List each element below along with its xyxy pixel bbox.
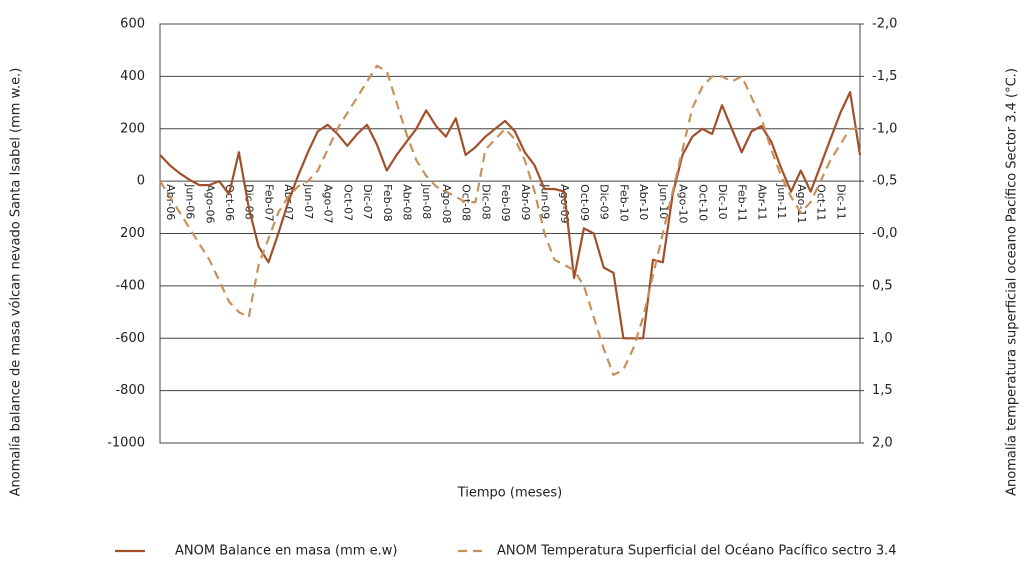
y-tick-label: 0 [137,174,145,189]
y-tick-label: 600 [120,17,145,32]
legend-label: ANOM Temperatura Superficial del Océano … [497,544,897,559]
x-tick-label: Ago-10 [677,184,690,223]
x-tick-label: Abr-06 [164,184,177,220]
x-tick-label: Ago-07 [322,184,335,223]
x-tick-label: Dic-10 [716,184,729,220]
x-tick-label: Dic-11 [834,184,847,220]
y-tick-label: 400 [120,69,145,84]
x-tick-label: Dic-08 [479,184,492,220]
series-line [159,91,862,340]
x-tick-label: Jun-06 [184,183,197,219]
x-tick-label: Oct-11 [815,184,828,221]
y-tick-label: 200 [120,226,145,241]
y2-tick-label: -0,0 [872,226,897,241]
x-tick-label: Oct-09 [578,184,591,221]
x-tick-label: Feb-11 [736,184,749,221]
x-tick-label: Abr-08 [400,184,413,220]
x-tick-label: Abr-11 [755,184,768,220]
x-tick-label: Oct-06 [223,184,236,221]
y-tick-label: -600 [115,331,145,346]
x-tick-label: Feb-10 [617,184,630,221]
x-tick-label: Jun-07 [302,183,315,219]
legend-label: ANOM Balance en masa (mm e.w) [175,544,397,559]
x-tick-label: Jun-09 [539,183,552,219]
y2-tick-label: -2,0 [872,17,897,32]
y2-tick-label: 1,0 [872,331,893,346]
x-tick-label: Feb-07 [262,184,275,221]
y-axis-title: Anomalía balance de masa vólcan nevado S… [9,68,24,497]
y-tick-label: -400 [115,278,145,293]
y-tick-label: -1000 [107,436,145,451]
x-tick-label: Oct-08 [460,184,473,221]
x-tick-label: Oct-10 [696,184,709,221]
y-tick-label: 200 [120,121,145,136]
y2-tick-label: 1,5 [872,383,893,398]
x-tick-label: Abr-09 [519,184,532,220]
series-line [159,64,860,376]
y2-tick-label: -1,0 [872,121,897,136]
x-tick-label: Oct-07 [341,184,354,221]
y2-tick-label: -0,5 [872,174,897,189]
x-tick-label: Feb-08 [381,184,394,221]
x-tick-label: Jun-10 [657,183,670,219]
x-tick-label: Ago-08 [440,184,453,223]
x-tick-label: Feb-09 [499,184,512,221]
y-tick-label: -800 [115,383,145,398]
x-tick-label: Ago-11 [795,184,808,223]
x-tick-label: Dic-09 [598,184,611,220]
y2-tick-label: -1,5 [872,69,897,84]
x-tick-label: Ago-06 [203,184,216,223]
x-tick-label: Dic-07 [361,184,374,220]
x-tick-label: Jun-08 [420,183,433,219]
y2-tick-label: 2,0 [872,436,893,451]
x-tick-label: Jun-11 [775,183,788,219]
x-axis-title: Tiempo (meses) [457,486,563,501]
x-tick-label: Abr-10 [637,184,650,220]
y2-axis-title: Anomalía temperatura superficial oceano … [1005,68,1020,496]
y2-tick-label: 0,5 [872,278,893,293]
